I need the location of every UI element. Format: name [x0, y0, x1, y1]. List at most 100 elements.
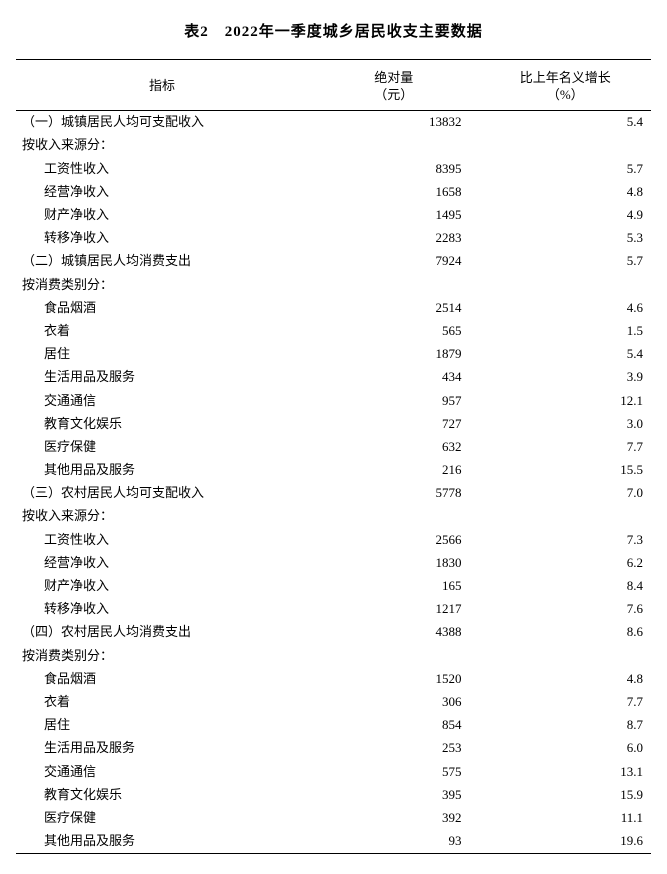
cell-growth: 4.8: [480, 667, 651, 690]
cell-growth: 5.7: [480, 157, 651, 180]
cell-indicator: 居住: [16, 343, 308, 366]
table-row: 其他用品及服务9319.6: [16, 830, 651, 854]
cell-indicator: 交通通信: [16, 389, 308, 412]
table-row: 生活用品及服务4343.9: [16, 366, 651, 389]
cell-absolute: [308, 644, 479, 667]
cell-growth: 7.0: [480, 482, 651, 505]
table-row: 按消费类别分：: [16, 644, 651, 667]
cell-growth: 13.1: [480, 760, 651, 783]
table-row: 衣着3067.7: [16, 690, 651, 713]
table-row: 生活用品及服务2536.0: [16, 737, 651, 760]
cell-growth: 3.0: [480, 412, 651, 435]
cell-indicator: 衣着: [16, 690, 308, 713]
cell-growth: [480, 134, 651, 157]
col-header-indicator: 指标: [16, 64, 308, 110]
table-row: （一）城镇居民人均可支配收入138325.4: [16, 110, 651, 134]
cell-growth: 4.8: [480, 180, 651, 203]
cell-absolute: 13832: [308, 110, 479, 134]
cell-indicator: 医疗保健: [16, 435, 308, 458]
cell-absolute: 575: [308, 760, 479, 783]
cell-indicator: 经营净收入: [16, 551, 308, 574]
cell-absolute: 253: [308, 737, 479, 760]
cell-growth: 7.7: [480, 690, 651, 713]
table-row: 经营净收入18306.2: [16, 551, 651, 574]
cell-growth: 8.6: [480, 621, 651, 644]
cell-absolute: 7924: [308, 250, 479, 273]
cell-growth: 15.5: [480, 459, 651, 482]
cell-growth: 6.2: [480, 551, 651, 574]
table-row: 食品烟酒15204.8: [16, 667, 651, 690]
table-row: 食品烟酒25144.6: [16, 296, 651, 319]
cell-growth: 5.7: [480, 250, 651, 273]
table-title: 表2 2022年一季度城乡居民收支主要数据: [16, 20, 651, 41]
cell-growth: 19.6: [480, 830, 651, 854]
cell-indicator: 转移净收入: [16, 227, 308, 250]
table-row: 财产净收入1658.4: [16, 575, 651, 598]
cell-indicator: 工资性收入: [16, 157, 308, 180]
cell-indicator: 其他用品及服务: [16, 459, 308, 482]
table-row: 居住8548.7: [16, 714, 651, 737]
cell-indicator: 教育文化娱乐: [16, 412, 308, 435]
cell-absolute: 1520: [308, 667, 479, 690]
cell-growth: 8.4: [480, 575, 651, 598]
table-row: 医疗保健39211.1: [16, 806, 651, 829]
cell-absolute: 306: [308, 690, 479, 713]
cell-indicator: 按收入来源分：: [16, 134, 308, 157]
cell-growth: [480, 505, 651, 528]
cell-indicator: 居住: [16, 714, 308, 737]
cell-growth: 4.6: [480, 296, 651, 319]
cell-absolute: 395: [308, 783, 479, 806]
cell-absolute: 565: [308, 319, 479, 342]
table-row: 工资性收入83955.7: [16, 157, 651, 180]
table-row: 医疗保健6327.7: [16, 435, 651, 458]
table-row: 交通通信95712.1: [16, 389, 651, 412]
table-row: 经营净收入16584.8: [16, 180, 651, 203]
cell-growth: 5.3: [480, 227, 651, 250]
cell-growth: 7.6: [480, 598, 651, 621]
cell-indicator: 工资性收入: [16, 528, 308, 551]
cell-growth: 6.0: [480, 737, 651, 760]
cell-absolute: 957: [308, 389, 479, 412]
cell-absolute: 8395: [308, 157, 479, 180]
cell-absolute: 2566: [308, 528, 479, 551]
cell-absolute: 216: [308, 459, 479, 482]
cell-indicator: 教育文化娱乐: [16, 783, 308, 806]
table-row: 交通通信57513.1: [16, 760, 651, 783]
cell-absolute: 2283: [308, 227, 479, 250]
cell-indicator: 按消费类别分：: [16, 644, 308, 667]
cell-absolute: 392: [308, 806, 479, 829]
cell-growth: 5.4: [480, 110, 651, 134]
cell-absolute: 434: [308, 366, 479, 389]
cell-growth: 3.9: [480, 366, 651, 389]
cell-growth: 15.9: [480, 783, 651, 806]
cell-absolute: 165: [308, 575, 479, 598]
cell-indicator: （四）农村居民人均消费支出: [16, 621, 308, 644]
cell-growth: 8.7: [480, 714, 651, 737]
table-row: 按收入来源分：: [16, 134, 651, 157]
cell-absolute: 93: [308, 830, 479, 854]
cell-absolute: 1217: [308, 598, 479, 621]
cell-indicator: 转移净收入: [16, 598, 308, 621]
cell-growth: 11.1: [480, 806, 651, 829]
cell-growth: 12.1: [480, 389, 651, 412]
table-row: 转移净收入22835.3: [16, 227, 651, 250]
table-row: 按消费类别分：: [16, 273, 651, 296]
cell-indicator: （一）城镇居民人均可支配收入: [16, 110, 308, 134]
cell-indicator: 食品烟酒: [16, 296, 308, 319]
cell-indicator: 经营净收入: [16, 180, 308, 203]
cell-indicator: 医疗保健: [16, 806, 308, 829]
cell-absolute: 1830: [308, 551, 479, 574]
cell-indicator: 食品烟酒: [16, 667, 308, 690]
cell-indicator: 按收入来源分：: [16, 505, 308, 528]
cell-indicator: 衣着: [16, 319, 308, 342]
table-row: （四）农村居民人均消费支出43888.6: [16, 621, 651, 644]
cell-absolute: [308, 273, 479, 296]
table-row: （二）城镇居民人均消费支出79245.7: [16, 250, 651, 273]
cell-absolute: 1658: [308, 180, 479, 203]
cell-growth: [480, 273, 651, 296]
cell-indicator: 生活用品及服务: [16, 737, 308, 760]
table-row: 其他用品及服务21615.5: [16, 459, 651, 482]
table-row: 按收入来源分：: [16, 505, 651, 528]
cell-indicator: （二）城镇居民人均消费支出: [16, 250, 308, 273]
cell-indicator: 交通通信: [16, 760, 308, 783]
